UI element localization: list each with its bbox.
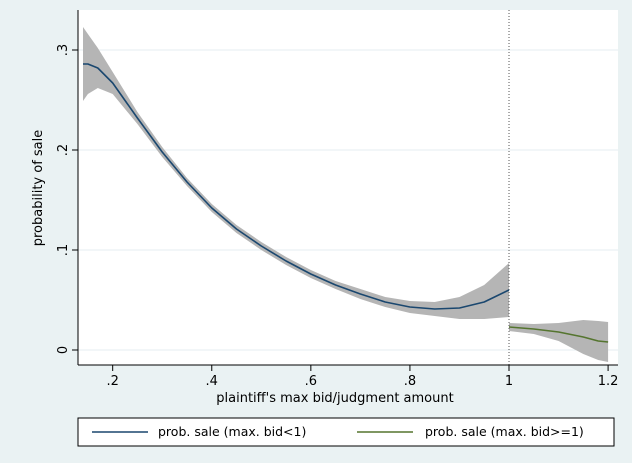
legend: prob. sale (max. bid<1) prob. sale (max.… bbox=[77, 417, 615, 447]
x-tick-label: .2 bbox=[106, 374, 118, 389]
ci-band-1 bbox=[509, 320, 609, 362]
plot-area bbox=[78, 10, 618, 365]
y-axis-title: probability of sale bbox=[31, 130, 46, 247]
x-tick-label: .4 bbox=[206, 374, 218, 389]
grid-lines bbox=[78, 49, 618, 351]
axes: 0 .1 .2 .3 .2 .4 .6 .8 1 1.2 bbox=[56, 10, 618, 389]
legend-label-above: prob. sale (max. bid>=1) bbox=[425, 424, 584, 439]
x-tick-label: .6 bbox=[305, 374, 317, 389]
series-lines bbox=[83, 63, 609, 343]
series-line-0 bbox=[83, 63, 510, 310]
x-tick-label: 1 bbox=[505, 374, 513, 389]
x-tick-label: .8 bbox=[404, 374, 416, 389]
x-axis-title: plaintiff's max bid/judgment amount bbox=[216, 391, 453, 406]
confidence-bands bbox=[83, 27, 609, 362]
legend-label-below: prob. sale (max. bid<1) bbox=[158, 424, 306, 439]
y-tick-label: .1 bbox=[56, 244, 71, 256]
legend-box bbox=[77, 417, 615, 447]
y-tick-label: 0 bbox=[56, 346, 71, 354]
y-tick-label: .3 bbox=[56, 44, 71, 56]
y-tick-label: .2 bbox=[56, 144, 71, 156]
series-line-1 bbox=[508, 326, 609, 343]
x-tick-label: 1.2 bbox=[598, 374, 619, 389]
